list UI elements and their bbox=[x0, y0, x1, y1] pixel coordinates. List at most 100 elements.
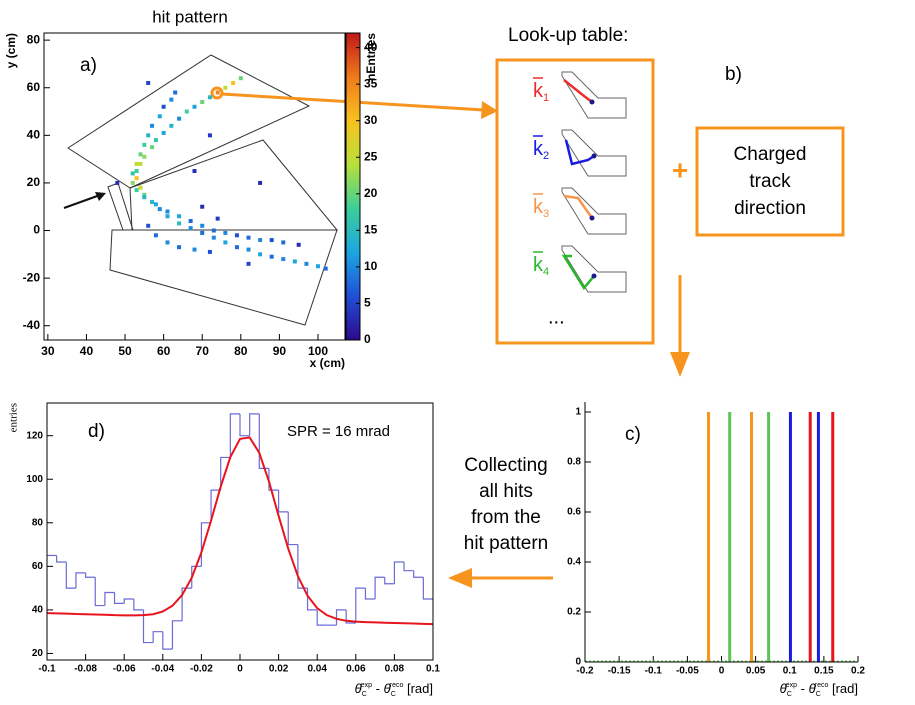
lut-path bbox=[564, 139, 595, 166]
x-tick-label: -0.15 bbox=[608, 666, 631, 677]
x-axis-label-part: C bbox=[787, 691, 792, 698]
y-tick-label: 0 bbox=[33, 223, 40, 237]
histogram-bin bbox=[142, 609, 154, 644]
hit-cell bbox=[281, 257, 286, 262]
lut-path bbox=[563, 79, 593, 103]
histogram-bin bbox=[181, 587, 192, 621]
hit-cell bbox=[207, 133, 212, 138]
hit-cell bbox=[296, 242, 301, 247]
x-axis-label-part: θ bbox=[809, 681, 816, 696]
histogram-bin bbox=[133, 599, 144, 611]
histogram-bin bbox=[123, 598, 134, 604]
hit-cell bbox=[138, 185, 143, 190]
y-tick-label: 100 bbox=[26, 474, 43, 485]
hit-cell bbox=[269, 238, 274, 243]
x-axis-label-part: C bbox=[391, 691, 396, 698]
x-tick-label: -0.06 bbox=[113, 664, 136, 675]
histogram-bin bbox=[287, 511, 298, 546]
hit-cell bbox=[192, 169, 197, 174]
hit-cell bbox=[161, 130, 166, 135]
histogram-bin bbox=[210, 489, 221, 523]
hit-cell bbox=[207, 249, 212, 254]
x-tick-label: -0.1 bbox=[38, 664, 56, 675]
hit-cell bbox=[134, 169, 139, 174]
hit-cell bbox=[234, 233, 239, 238]
lut-key: k4 bbox=[533, 254, 549, 278]
lookup-more: ... bbox=[548, 306, 565, 328]
x-tick-label: 0.04 bbox=[307, 664, 327, 675]
colorbar-tick-label: 20 bbox=[364, 186, 378, 200]
histogram-bin bbox=[335, 609, 347, 626]
lookup-title: Look-up table: bbox=[508, 25, 628, 46]
histogram-bin bbox=[171, 620, 183, 650]
x-tick-label: 30 bbox=[41, 344, 55, 358]
arrow-heads bbox=[448, 101, 690, 588]
hit-cell bbox=[134, 176, 139, 181]
hit-cell bbox=[234, 245, 239, 250]
hit-cell bbox=[142, 195, 147, 200]
panel-label: c) bbox=[625, 424, 641, 445]
pointer-arrow bbox=[63, 194, 101, 209]
histogram-bin bbox=[85, 572, 96, 578]
x-axis-label-part: exp bbox=[786, 682, 797, 689]
lut-key-symbol: k bbox=[533, 196, 544, 218]
x-tick-label: -0.05 bbox=[676, 666, 699, 677]
lut-key-index: 1 bbox=[543, 92, 549, 104]
histogram-bin bbox=[345, 609, 356, 624]
lut-key: k2 bbox=[533, 138, 549, 162]
chart-title: hit pattern bbox=[152, 7, 228, 26]
hit-cell bbox=[304, 261, 309, 266]
hit-cell bbox=[238, 76, 243, 81]
hit-cell bbox=[258, 180, 263, 185]
x-axis-label-part: [rad] bbox=[403, 681, 433, 696]
y-tick-label: 20 bbox=[32, 648, 44, 659]
hit-cell bbox=[146, 80, 151, 85]
histogram-bin bbox=[374, 576, 385, 600]
histogram-bin bbox=[297, 544, 308, 589]
track-box-text: Charged bbox=[734, 144, 807, 165]
y-tick-label: 80 bbox=[27, 32, 41, 46]
hit-cell bbox=[177, 221, 182, 226]
track-box-text: track bbox=[749, 171, 791, 192]
hit-cell bbox=[246, 261, 251, 266]
histogram-bin bbox=[384, 577, 395, 585]
hit-cell bbox=[142, 154, 147, 159]
lut-sketch bbox=[561, 71, 627, 119]
hit-cell bbox=[161, 104, 166, 109]
hit-cell bbox=[177, 116, 182, 121]
hit-cell bbox=[200, 223, 205, 228]
hit-cell bbox=[177, 214, 182, 219]
hit-cell bbox=[165, 214, 170, 219]
histogram-bin bbox=[422, 577, 433, 600]
hit-cell bbox=[165, 240, 170, 245]
colorbar-tick-label: 25 bbox=[364, 149, 378, 163]
hit-cell bbox=[215, 90, 220, 95]
hit-cell bbox=[258, 252, 263, 257]
hit-cell bbox=[153, 138, 158, 143]
x-tick-label: 0.1 bbox=[426, 664, 440, 675]
x-axis-label-part: - bbox=[372, 681, 384, 696]
x-tick-label: 0.08 bbox=[385, 664, 405, 675]
colorbar-label: nEntries bbox=[364, 33, 378, 81]
hit-cell bbox=[315, 264, 320, 269]
lut-key-symbol: k bbox=[533, 254, 544, 276]
lut-key-symbol: k bbox=[533, 138, 544, 160]
panel-label: b) bbox=[725, 64, 742, 85]
histogram-bin bbox=[258, 413, 269, 469]
x-tick-label: 60 bbox=[157, 344, 171, 358]
hit-cell bbox=[130, 180, 135, 185]
colorbar bbox=[345, 32, 361, 341]
x-axis-label: θCexp - θCreco [rad] bbox=[780, 681, 858, 697]
x-tick-label: 0 bbox=[719, 666, 725, 677]
y-tick-label: 120 bbox=[26, 430, 43, 441]
hit-cell bbox=[157, 207, 162, 212]
collect-text: all hits bbox=[479, 481, 533, 502]
x-tick-label: -0.04 bbox=[151, 664, 174, 675]
x-axis-label-part: exp bbox=[361, 682, 372, 689]
x-tick-label: 40 bbox=[80, 344, 94, 358]
hit-cell bbox=[134, 161, 139, 166]
hit-cell bbox=[323, 266, 328, 271]
y-tick-label: 0 bbox=[575, 657, 581, 668]
histogram-bin bbox=[220, 456, 231, 491]
x-axis-label-part: C bbox=[362, 691, 367, 698]
